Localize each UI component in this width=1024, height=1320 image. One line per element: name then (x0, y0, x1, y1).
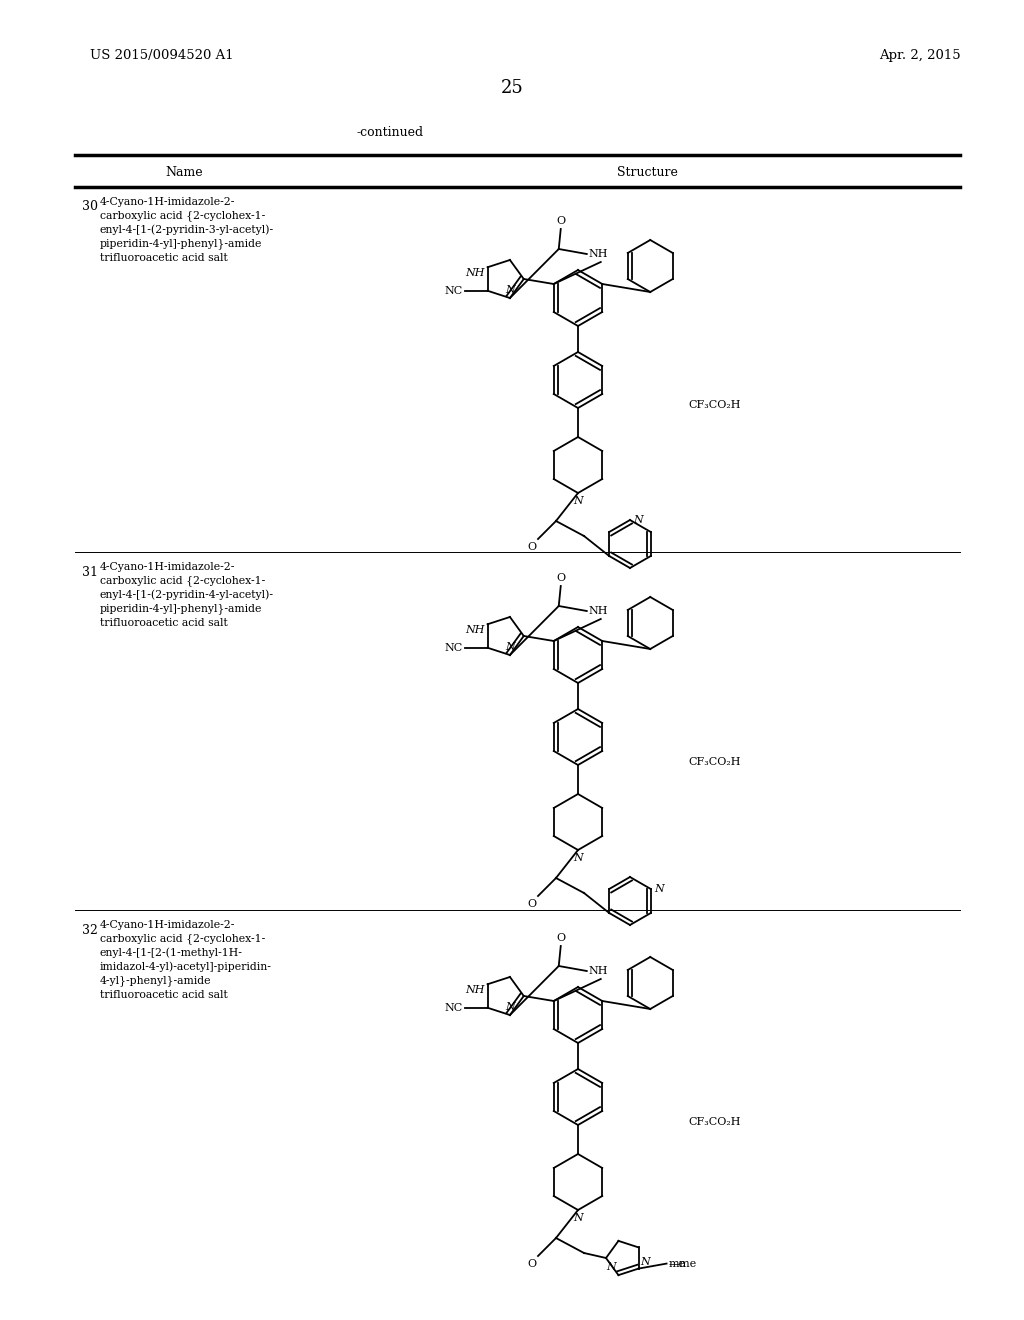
Text: carboxylic acid {2-cyclohex-1-: carboxylic acid {2-cyclohex-1- (100, 211, 265, 222)
Text: -continued: -continued (356, 125, 424, 139)
Text: 4-Cyano-1H-imidazole-2-: 4-Cyano-1H-imidazole-2- (100, 920, 236, 931)
Text: NH: NH (465, 626, 484, 635)
Text: O: O (556, 573, 565, 583)
Text: NC: NC (444, 1003, 463, 1012)
Text: N: N (653, 884, 664, 894)
Text: NH: NH (465, 268, 484, 279)
Text: NH: NH (589, 966, 608, 975)
Text: O: O (556, 216, 565, 226)
Text: piperidin-4-yl]-phenyl}-amide: piperidin-4-yl]-phenyl}-amide (100, 239, 262, 249)
Text: enyl-4-[1-(2-pyridin-3-yl-acetyl)-: enyl-4-[1-(2-pyridin-3-yl-acetyl)- (100, 224, 274, 235)
Text: imidazol-4-yl)-acetyl]-piperidin-: imidazol-4-yl)-acetyl]-piperidin- (100, 962, 272, 973)
Text: 25: 25 (501, 79, 523, 96)
Text: N: N (573, 853, 583, 863)
Text: O: O (527, 899, 536, 909)
Text: trifluoroacetic acid salt: trifluoroacetic acid salt (100, 990, 227, 1001)
Text: CF₃CO₂H: CF₃CO₂H (688, 756, 740, 767)
Text: enyl-4-[1-[2-(1-methyl-1H-: enyl-4-[1-[2-(1-methyl-1H- (100, 948, 243, 958)
Text: N: N (505, 1002, 515, 1012)
Text: N: N (573, 496, 583, 506)
Text: —me: —me (669, 1258, 696, 1269)
Text: trifluoroacetic acid salt: trifluoroacetic acid salt (100, 253, 227, 263)
Text: 30: 30 (82, 201, 98, 214)
Text: N: N (606, 1262, 616, 1272)
Text: Structure: Structure (617, 165, 678, 178)
Text: carboxylic acid {2-cyclohex-1-: carboxylic acid {2-cyclohex-1- (100, 933, 265, 944)
Text: 32: 32 (82, 924, 98, 936)
Text: trifluoroacetic acid salt: trifluoroacetic acid salt (100, 618, 227, 628)
Text: 31: 31 (82, 565, 98, 578)
Text: 4-Cyano-1H-imidazole-2-: 4-Cyano-1H-imidazole-2- (100, 197, 236, 207)
Text: N: N (505, 285, 515, 296)
Text: NC: NC (444, 643, 463, 653)
Text: O: O (556, 933, 565, 942)
Text: piperidin-4-yl]-phenyl}-amide: piperidin-4-yl]-phenyl}-amide (100, 603, 262, 614)
Text: N: N (505, 642, 515, 652)
Text: N: N (633, 515, 643, 525)
Text: US 2015/0094520 A1: US 2015/0094520 A1 (90, 49, 233, 62)
Text: CF₃CO₂H: CF₃CO₂H (688, 1117, 740, 1127)
Text: N: N (573, 1213, 583, 1224)
Text: NC: NC (444, 285, 463, 296)
Text: Name: Name (165, 165, 203, 178)
Text: Apr. 2, 2015: Apr. 2, 2015 (880, 49, 961, 62)
Text: carboxylic acid {2-cyclohex-1-: carboxylic acid {2-cyclohex-1- (100, 576, 265, 586)
Text: NH: NH (465, 985, 484, 995)
Text: CF₃CO₂H: CF₃CO₂H (688, 400, 740, 411)
Text: NH: NH (589, 606, 608, 616)
Text: 4-yl}-phenyl}-amide: 4-yl}-phenyl}-amide (100, 975, 212, 986)
Text: O: O (527, 543, 536, 552)
Text: N: N (641, 1257, 650, 1267)
Text: 4-Cyano-1H-imidazole-2-: 4-Cyano-1H-imidazole-2- (100, 562, 236, 572)
Text: me: me (669, 1258, 686, 1269)
Text: NH: NH (589, 249, 608, 259)
Text: enyl-4-[1-(2-pyridin-4-yl-acetyl)-: enyl-4-[1-(2-pyridin-4-yl-acetyl)- (100, 590, 274, 601)
Text: O: O (527, 1259, 536, 1269)
